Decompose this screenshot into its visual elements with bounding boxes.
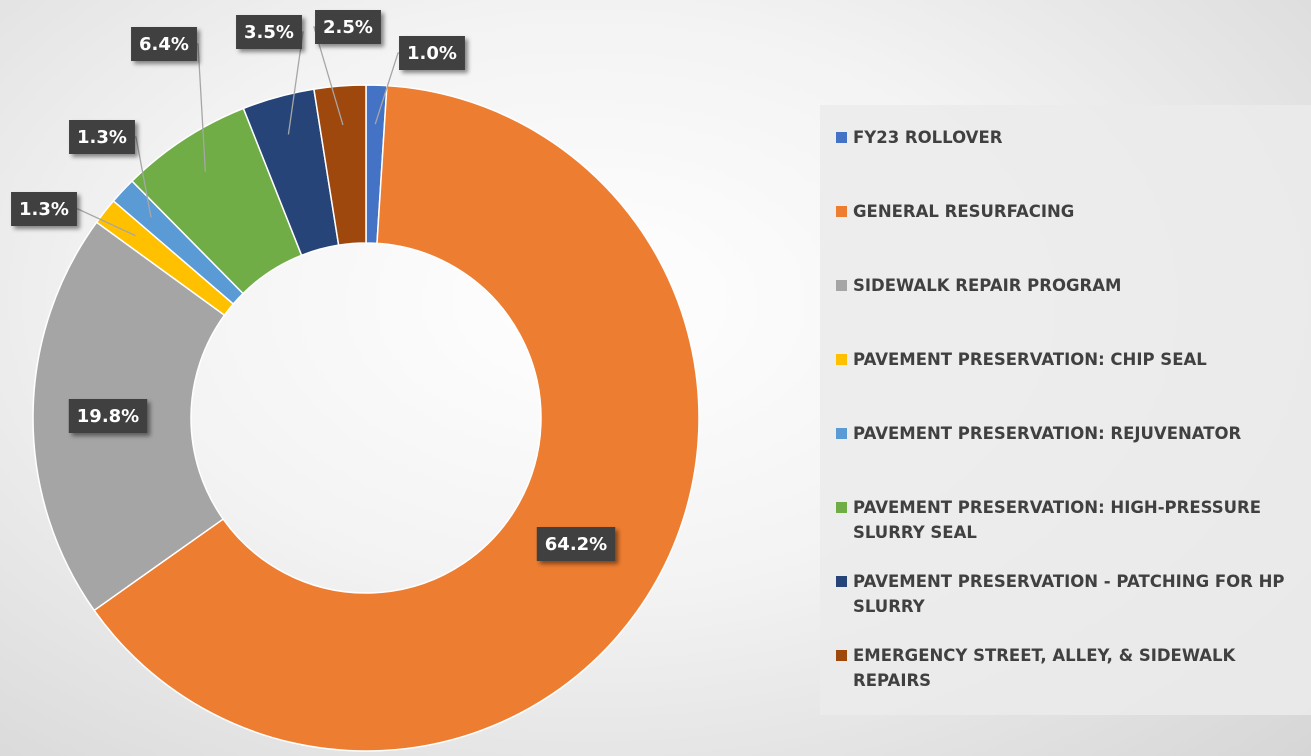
legend-swatch <box>836 650 847 661</box>
label-box <box>11 192 77 226</box>
data-label-text: 19.8% <box>77 406 139 427</box>
label-box <box>69 120 135 154</box>
legend-label: PAVEMENT PRESERVATION: HIGH-PRESSURE SLU… <box>853 498 1262 542</box>
data-label: 3.5% <box>236 15 302 49</box>
data-label-text: 64.2% <box>545 534 607 555</box>
legend-entry: SIDEWALK REPAIR PROGRAM <box>836 273 1301 347</box>
data-label: 2.5% <box>315 10 381 44</box>
data-label: 1.3% <box>69 120 135 154</box>
donut-slice <box>93 84 700 752</box>
legend-label: GENERAL RESURFACING <box>853 202 1075 221</box>
data-label-text: 1.3% <box>77 127 127 148</box>
legend-label: FY23 ROLLOVER <box>853 128 1003 147</box>
data-label-text: 2.5% <box>323 17 373 38</box>
legend-label: PAVEMENT PRESERVATION: CHIP SEAL <box>853 350 1207 369</box>
legend: FY23 ROLLOVER GENERAL RESURFACING SIDEWALK… <box>820 105 1311 715</box>
legend-swatch <box>836 206 847 217</box>
chart: 1.0% 64.2% 19.8% 1.3% 1.3% 6.4% 3.5% 2.5% <box>11 10 700 752</box>
data-label-text: 6.4% <box>139 34 189 55</box>
legend-swatch <box>836 280 847 291</box>
data-label: 64.2% <box>536 527 616 561</box>
legend-swatch <box>836 132 847 143</box>
legend-entry: PAVEMENT PRESERVATION - PATCHING FOR HP … <box>836 569 1301 643</box>
legend-swatch <box>836 576 847 587</box>
legend-label: SIDEWALK REPAIR PROGRAM <box>853 276 1122 295</box>
legend-swatch <box>836 354 847 365</box>
legend-label: EMERGENCY STREET, ALLEY, & SIDEWALK REPA… <box>853 646 1236 690</box>
data-label: 1.0% <box>399 36 465 70</box>
label-box <box>315 10 381 44</box>
legend-swatch <box>836 502 847 513</box>
data-label-text: 1.3% <box>19 199 69 220</box>
legend-entry: FY23 ROLLOVER <box>836 125 1301 199</box>
legend-entry: PAVEMENT PRESERVATION: CHIP SEAL <box>836 347 1301 421</box>
label-box <box>236 15 302 49</box>
legend-label: PAVEMENT PRESERVATION: REJUVENATOR <box>853 424 1242 443</box>
data-label-text: 3.5% <box>244 22 294 43</box>
legend-entry: PAVEMENT PRESERVATION: HIGH-PRESSURE SLU… <box>836 495 1301 569</box>
data-label: 1.3% <box>11 192 77 226</box>
legend-entry: PAVEMENT PRESERVATION: REJUVENATOR <box>836 421 1301 495</box>
label-box <box>131 27 197 61</box>
label-box <box>68 399 148 433</box>
legend-label: PAVEMENT PRESERVATION - PATCHING FOR HP … <box>853 572 1285 616</box>
data-label-text: 1.0% <box>407 43 457 64</box>
label-box <box>536 527 616 561</box>
legend-entry: EMERGENCY STREET, ALLEY, & SIDEWALK REPA… <box>836 643 1301 717</box>
data-label: 6.4% <box>131 27 197 61</box>
legend-entry: GENERAL RESURFACING <box>836 199 1301 273</box>
legend-swatch <box>836 428 847 439</box>
data-label: 19.8% <box>68 399 148 433</box>
label-box <box>399 36 465 70</box>
